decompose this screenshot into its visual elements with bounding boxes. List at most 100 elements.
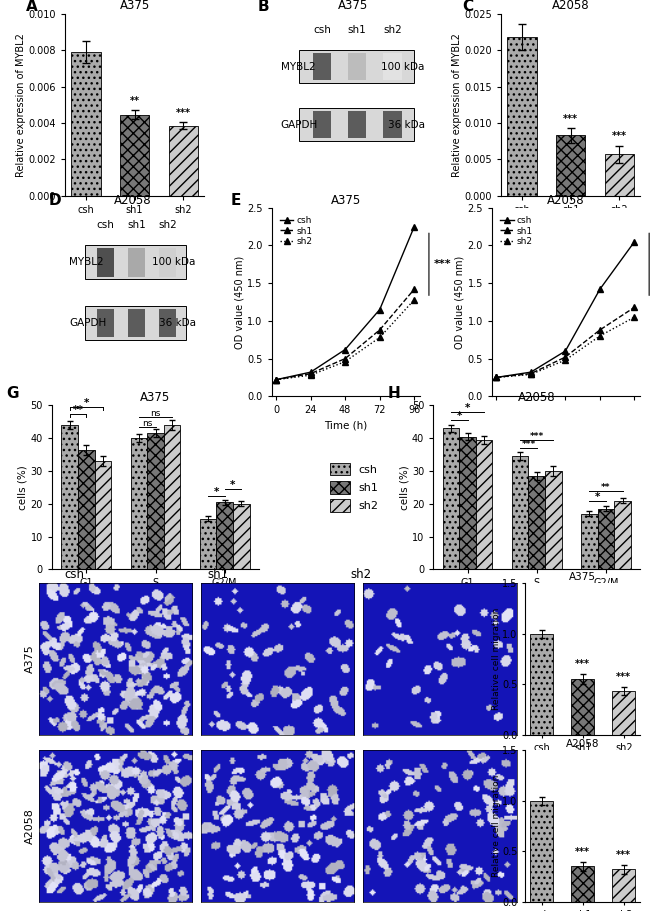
csh xyxy=(272,374,280,385)
sh1 xyxy=(527,368,535,379)
Bar xyxy=(530,801,553,902)
Title: A2058: A2058 xyxy=(552,0,590,13)
Title: A375: A375 xyxy=(337,0,368,13)
Y-axis label: A2058: A2058 xyxy=(25,808,35,844)
Text: sh1: sh1 xyxy=(207,568,228,581)
Text: sh2: sh2 xyxy=(350,568,371,581)
Text: ***: *** xyxy=(616,850,631,860)
Bar xyxy=(476,440,493,569)
Text: ns: ns xyxy=(142,419,152,428)
csh xyxy=(527,367,535,378)
Text: sh1: sh1 xyxy=(348,26,367,35)
Text: D: D xyxy=(49,192,62,208)
Bar xyxy=(233,504,250,569)
sh2 xyxy=(376,332,384,343)
Text: **: ** xyxy=(73,404,83,415)
Bar xyxy=(571,866,594,902)
Line: csh: csh xyxy=(493,239,637,380)
Bar xyxy=(348,111,367,138)
Bar xyxy=(556,136,585,196)
Text: ***: *** xyxy=(434,260,451,270)
Text: 36 kDa: 36 kDa xyxy=(387,120,424,129)
Text: ***: *** xyxy=(616,672,631,682)
sh2 xyxy=(527,369,535,380)
Bar xyxy=(612,691,635,735)
Title: A375: A375 xyxy=(331,193,361,207)
sh2 xyxy=(630,312,638,322)
Text: 100 kDa: 100 kDa xyxy=(381,62,424,71)
sh1 xyxy=(596,324,604,335)
Text: sh2: sh2 xyxy=(158,220,177,230)
Bar xyxy=(98,249,114,277)
Text: ***: *** xyxy=(521,440,536,449)
Bar xyxy=(348,53,367,80)
Bar xyxy=(571,680,594,735)
Text: H: H xyxy=(387,385,400,401)
Bar xyxy=(164,425,181,569)
csh xyxy=(341,344,349,355)
Text: 100 kDa: 100 kDa xyxy=(152,258,196,268)
Bar xyxy=(159,249,176,277)
Y-axis label: A375: A375 xyxy=(25,645,35,673)
sh1 xyxy=(272,374,280,385)
Text: *: * xyxy=(214,486,219,496)
sh1 xyxy=(376,324,384,335)
Text: ns: ns xyxy=(150,409,161,418)
Line: sh2: sh2 xyxy=(493,314,637,380)
Bar xyxy=(95,461,111,569)
Title: A2058: A2058 xyxy=(114,193,151,207)
Bar xyxy=(128,249,144,277)
sh2 xyxy=(272,374,280,385)
Bar xyxy=(299,108,414,141)
Text: MYBL2: MYBL2 xyxy=(69,258,103,268)
Bar xyxy=(98,309,114,337)
Text: sh2: sh2 xyxy=(383,26,402,35)
Title: A2058: A2058 xyxy=(566,740,599,749)
Text: ***: *** xyxy=(612,131,627,141)
csh xyxy=(492,372,500,383)
Y-axis label: OD value (450 nm): OD value (450 nm) xyxy=(454,255,465,349)
Line: sh2: sh2 xyxy=(273,297,417,383)
Text: E: E xyxy=(230,192,240,208)
Text: GAPDH: GAPDH xyxy=(69,318,107,328)
Bar xyxy=(147,434,164,569)
Text: ***: *** xyxy=(575,847,590,857)
Text: 36 kDa: 36 kDa xyxy=(159,318,196,328)
Bar xyxy=(131,438,147,569)
Bar xyxy=(313,111,332,138)
Y-axis label: cells (%): cells (%) xyxy=(18,465,28,510)
Y-axis label: Relative cell migration: Relative cell migration xyxy=(492,774,500,877)
sh2 xyxy=(307,370,315,381)
Text: *: * xyxy=(595,492,601,502)
Bar xyxy=(313,53,332,80)
Text: *: * xyxy=(465,403,470,413)
Title: A375: A375 xyxy=(569,572,596,582)
Bar xyxy=(460,436,476,569)
Text: MYBL2: MYBL2 xyxy=(281,62,315,71)
Bar xyxy=(508,37,537,196)
Text: GAPDH: GAPDH xyxy=(281,120,318,129)
Bar xyxy=(612,869,635,902)
Title: A375: A375 xyxy=(120,0,150,13)
sh1 xyxy=(307,368,315,379)
Text: csh: csh xyxy=(96,220,114,230)
Text: csh: csh xyxy=(313,26,331,35)
sh1 xyxy=(341,353,349,364)
Title: A2058: A2058 xyxy=(547,193,585,207)
Bar xyxy=(85,306,187,340)
Bar xyxy=(61,425,78,569)
Y-axis label: OD value (450 nm): OD value (450 nm) xyxy=(235,255,244,349)
Text: sh1: sh1 xyxy=(127,220,146,230)
Bar xyxy=(216,502,233,569)
Bar xyxy=(512,456,528,569)
Text: **: ** xyxy=(601,483,611,492)
Bar xyxy=(128,309,144,337)
X-axis label: Time (h): Time (h) xyxy=(545,421,588,431)
X-axis label: Time (h): Time (h) xyxy=(324,421,367,431)
sh2 xyxy=(341,356,349,367)
Bar xyxy=(200,518,216,569)
Bar xyxy=(85,245,187,280)
Text: *: * xyxy=(230,480,236,490)
sh1 xyxy=(630,302,638,312)
Y-axis label: Relative expression of MYBL2: Relative expression of MYBL2 xyxy=(16,33,25,177)
